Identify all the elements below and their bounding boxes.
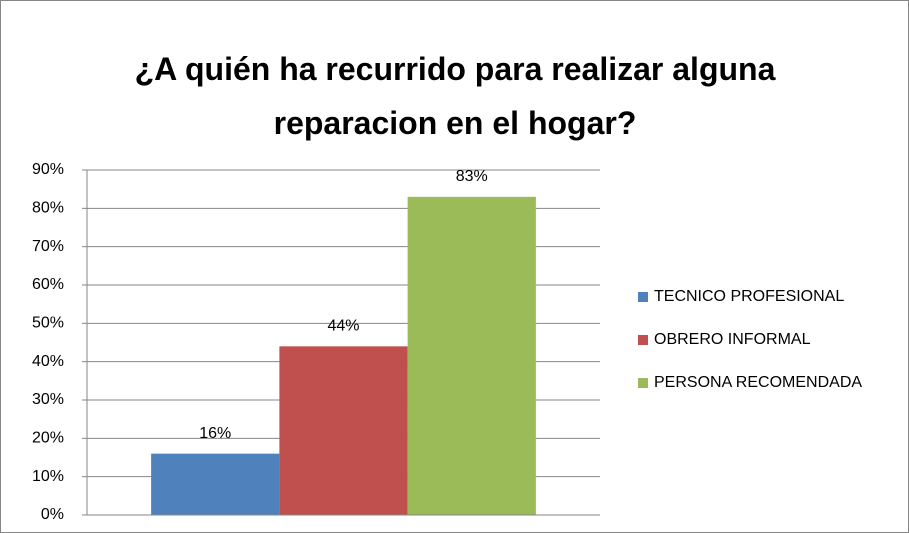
bar	[151, 453, 280, 515]
bar	[279, 346, 408, 515]
y-tick-label: 10%	[32, 468, 64, 485]
chart-title: ¿A quién ha recurrido para realizar algu…	[134, 51, 776, 141]
data-label: 83%	[456, 168, 488, 185]
y-tick-label: 20%	[32, 430, 64, 447]
data-label: 16%	[199, 425, 231, 442]
y-tick-label: 40%	[32, 353, 64, 370]
y-tick-label: 70%	[32, 238, 64, 255]
y-tick-label: 30%	[32, 391, 64, 408]
y-tick-label: 80%	[32, 200, 64, 217]
legend-label: PERSONA RECOMENDADA	[654, 374, 862, 391]
y-tick-label: 0%	[41, 506, 64, 523]
data-label: 44%	[327, 318, 359, 335]
legend-label: OBRERO INFORMAL	[654, 331, 811, 348]
y-tick-label: 50%	[32, 315, 64, 332]
bar	[407, 196, 536, 516]
legend-swatch	[638, 378, 648, 388]
y-tick-label: 90%	[32, 161, 64, 178]
legend-label: TECNICO PROFESIONAL	[654, 288, 844, 305]
y-tick-label: 60%	[32, 276, 64, 293]
legend-swatch	[638, 292, 648, 302]
legend-swatch	[638, 335, 648, 345]
